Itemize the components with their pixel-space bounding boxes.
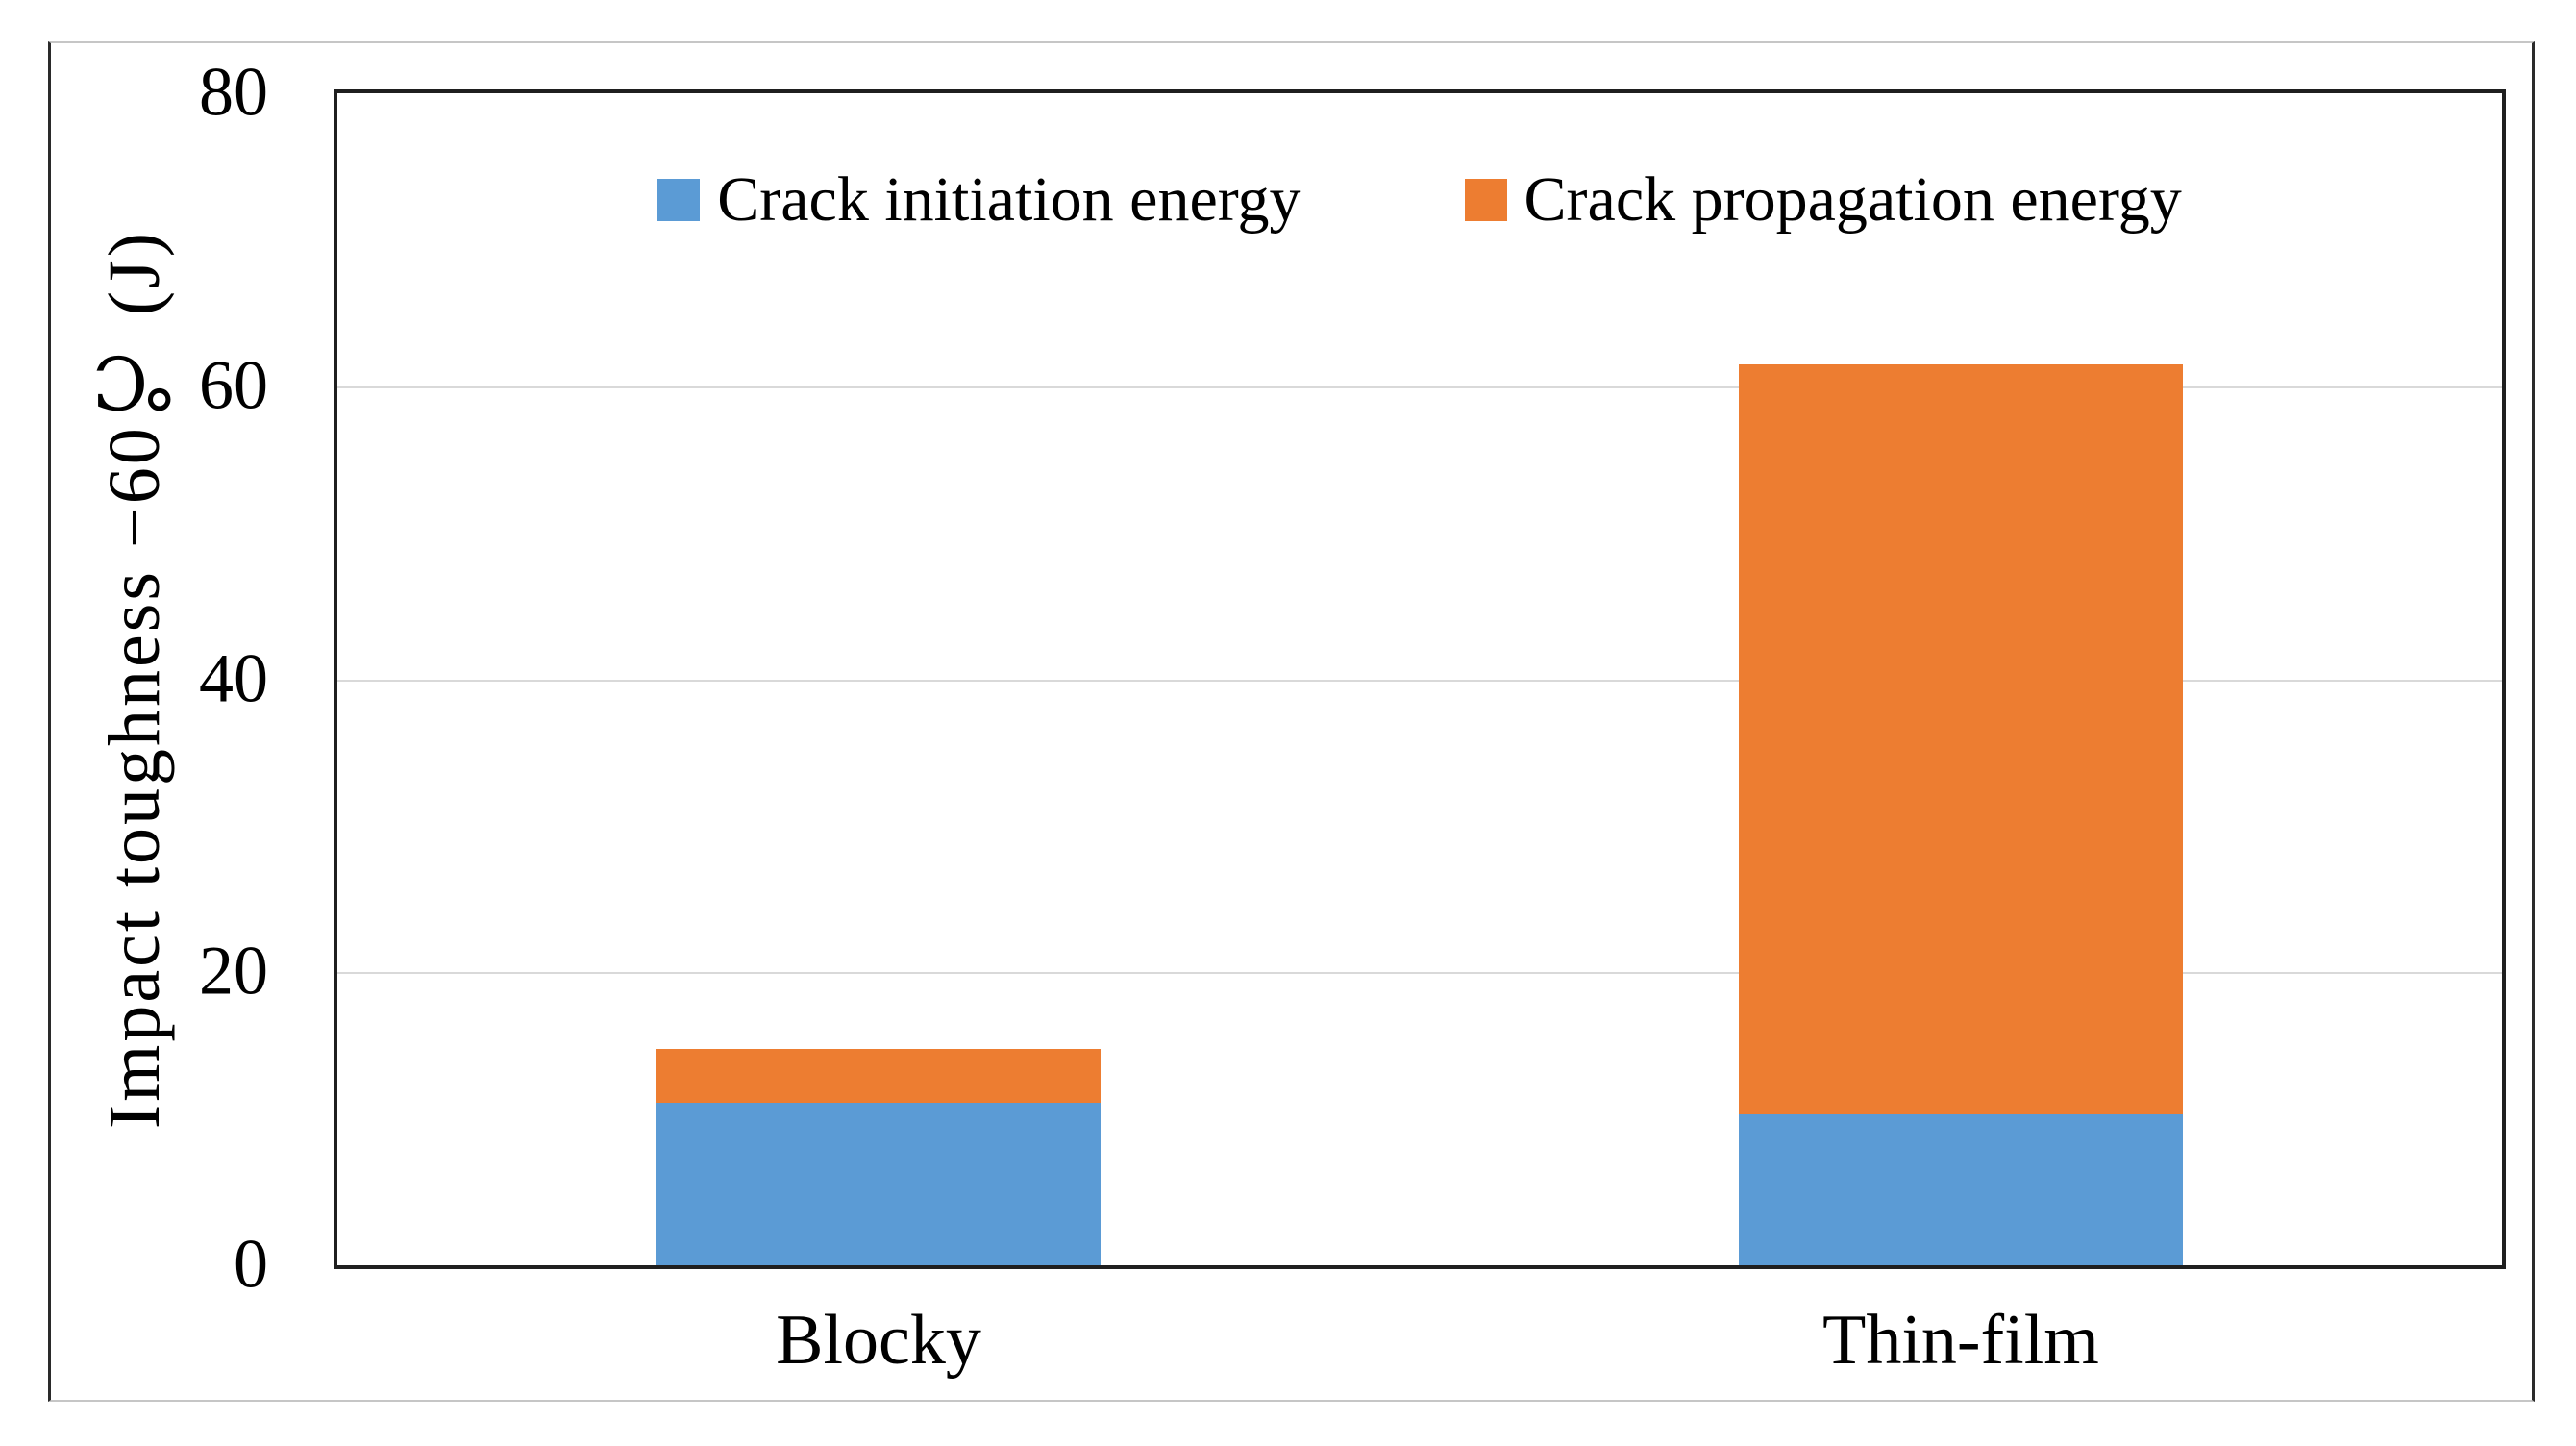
bar-segment-crack-initiation-energy-blocky	[656, 1102, 1101, 1265]
y-tick-label-0: 0	[234, 1225, 268, 1303]
y-tick-label-80: 80	[199, 53, 268, 131]
gridline-40	[337, 679, 2502, 682]
legend-label: Crack propagation energy	[1523, 164, 2182, 235]
y-tick-label-20: 20	[199, 932, 268, 1010]
bar-blocky	[656, 93, 1101, 1265]
bar-segment-crack-propagation-energy-blocky	[656, 1048, 1101, 1103]
y-tick-label-40: 40	[199, 639, 268, 717]
legend-swatch-icon	[657, 178, 701, 221]
gridline-60	[337, 386, 2502, 388]
bar-thin-film	[1739, 93, 2183, 1265]
y-tick-label-60: 60	[199, 346, 268, 424]
y-axis-tick-labels: 0 20 40 60 80	[0, 0, 334, 1446]
bar-segment-crack-propagation-energy-thin-film	[1739, 363, 2183, 1115]
bar-segment-crack-initiation-energy-thin-film	[1739, 1114, 2183, 1265]
legend-item-crack-propagation-energy: Crack propagation energy	[1464, 163, 2182, 237]
plot-area	[334, 89, 2506, 1269]
legend: Crack initiation energy Crack propagation…	[334, 163, 2506, 237]
legend-swatch-icon	[1464, 178, 1507, 221]
gridline-20	[337, 972, 2502, 975]
legend-label: Crack initiation energy	[717, 164, 1301, 235]
legend-item-crack-initiation-energy: Crack initiation energy	[657, 163, 1301, 237]
